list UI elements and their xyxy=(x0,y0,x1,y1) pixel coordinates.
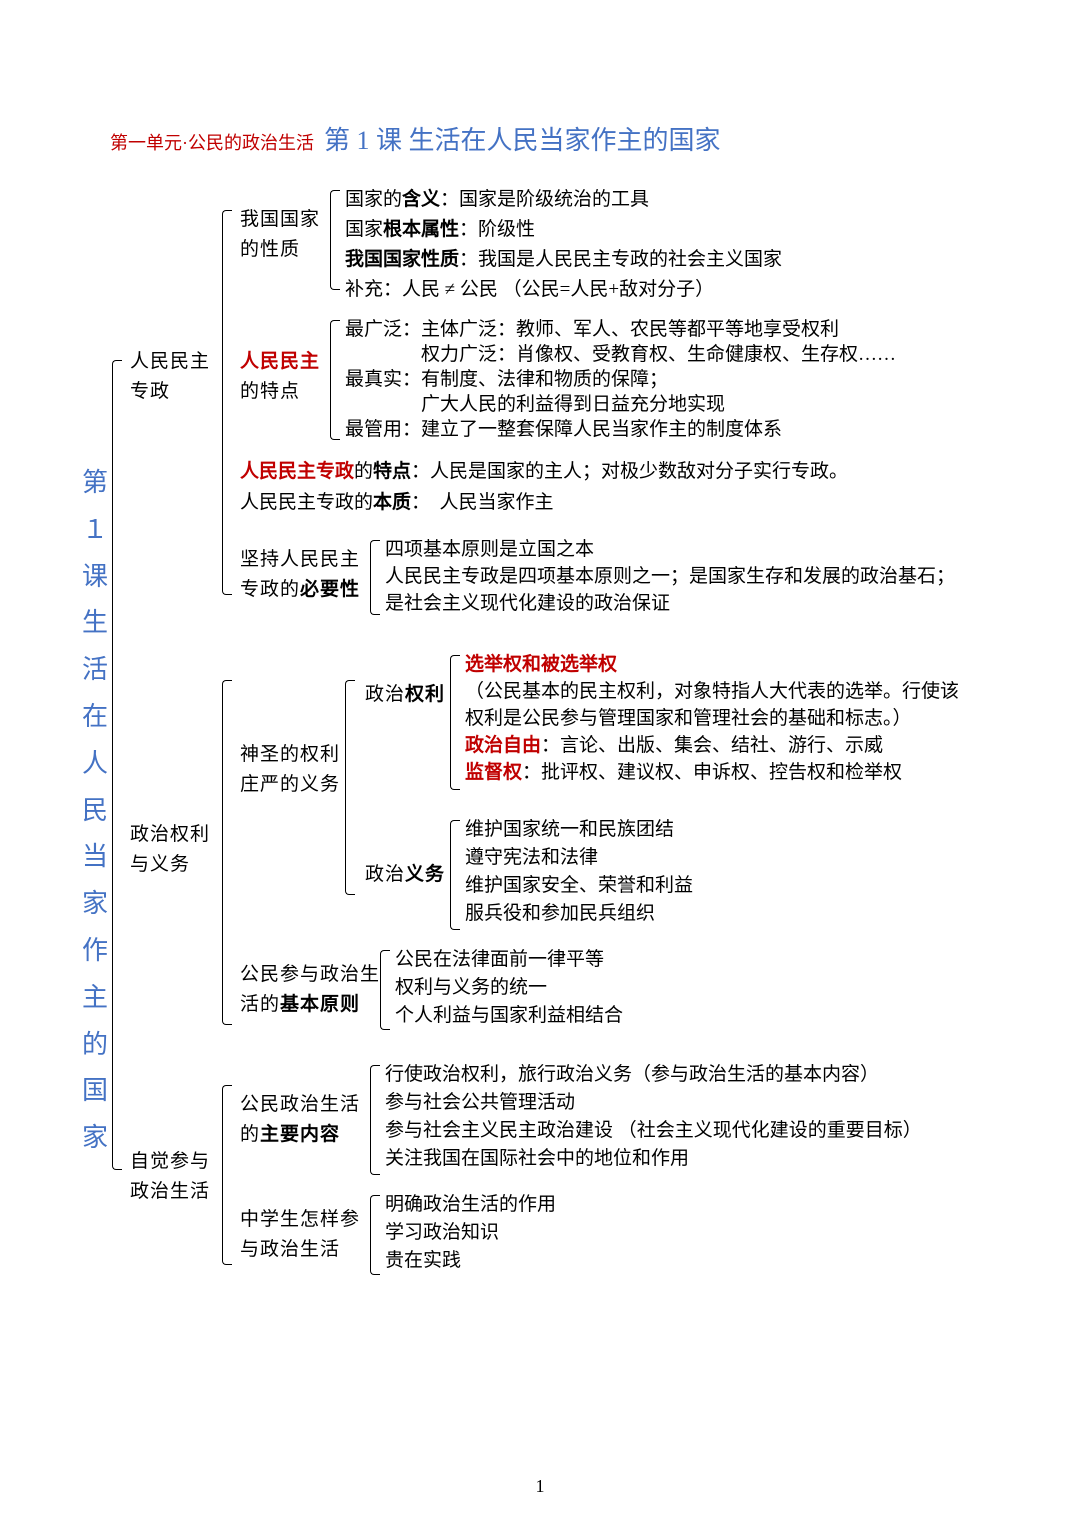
t: 义务 xyxy=(405,864,445,885)
page-title-row: 第一单元·公民的政治生活 第 1 课 生活在人民当家作主的国家 xyxy=(110,120,970,157)
t: 人民民主 xyxy=(240,351,320,372)
node-feature: 人民民主 的特点 xyxy=(240,347,320,408)
t: 政治 xyxy=(365,864,405,885)
t: 权利 xyxy=(405,684,445,705)
leaf-duty1: 维护国家统一和民族团结 xyxy=(465,815,674,844)
t: 活的 xyxy=(240,994,280,1015)
leaf-line2: 人民民主专政的本质： 人民当家作主 xyxy=(240,488,554,517)
leaf-prin3: 个人利益与国家利益相结合 xyxy=(395,1001,623,1030)
t: 人民民主专政 xyxy=(240,461,354,482)
t: 人民民主专政的 xyxy=(240,492,373,513)
leaf-right1c: 权利是公民参与管理国家和管理社会的基础和标志。） xyxy=(465,704,912,733)
leaf-cont1: 行使政治权利，旅行政治义务（参与政治生活的基本内容） xyxy=(385,1060,879,1089)
node-student: 中学生怎样参 与政治生活 xyxy=(240,1205,360,1266)
leaf-nec3: 是社会主义现代化建设的政治保证 xyxy=(385,589,670,618)
t: ：我国是人民民主专政的社会主义国家 xyxy=(459,249,782,270)
t: 根本属性 xyxy=(383,219,459,240)
page-number: 1 xyxy=(0,1476,1080,1497)
node-polduties: 政治义务 xyxy=(365,860,445,890)
t: ：人民是国家的主人；对极少数敌对分子实行专政。 xyxy=(411,461,848,482)
t: 基本原则 xyxy=(280,994,360,1015)
t: 的特点 xyxy=(240,381,300,402)
bracket-necessity xyxy=(370,540,380,615)
leaf-stu1: 明确政治生活的作用 xyxy=(385,1190,556,1219)
t: 公民政治生活 xyxy=(240,1094,360,1115)
leaf-right3: 监督权：批评权、建议权、申诉权、控告权和检举权 xyxy=(465,758,902,787)
bracket-polduties xyxy=(450,820,460,930)
t: 国家的 xyxy=(345,189,402,210)
leaf-right1b: （公民基本的民主权利，对象特指人大代表的选举。行使该 xyxy=(465,677,959,706)
unit-subtitle: 第一单元·公民的政治生活 xyxy=(110,133,314,153)
t: 特点 xyxy=(373,461,411,482)
t: 的 xyxy=(240,1124,260,1145)
leaf-stu3: 贵在实践 xyxy=(385,1246,461,1275)
node-nature: 我国国家 的性质 xyxy=(240,205,320,266)
t: 必要性 xyxy=(300,579,360,600)
leaf-prin1: 公民在法律面前一律平等 xyxy=(395,945,604,974)
t: ：阶级性 xyxy=(459,219,535,240)
node-rights: 神圣的权利 庄严的义务 xyxy=(240,740,340,801)
leaf-feat3: 最管用：建立了一整套保障人民当家作主的制度体系 xyxy=(345,415,782,444)
node-content: 公民政治生活 的主要内容 xyxy=(240,1090,360,1151)
leaf-prin2: 权利与义务的统一 xyxy=(395,973,547,1002)
bracket-content xyxy=(370,1065,380,1175)
t: 公民参与政治生 xyxy=(240,964,380,985)
node-l1-b: 政治权利 与义务 xyxy=(130,820,210,881)
leaf-duty4: 服兵役和参加民兵组织 xyxy=(465,899,655,928)
t: 监督权 xyxy=(465,762,522,783)
leaf-nec1: 四项基本原则是立国之本 xyxy=(385,535,594,564)
leaf-cont4: 关注我国在国际社会中的地位和作用 xyxy=(385,1144,689,1173)
t: 国家性质 xyxy=(383,249,459,270)
t: 坚持人民民主 xyxy=(240,549,360,570)
node-principle: 公民参与政治生 活的基本原则 xyxy=(240,960,380,1021)
bracket-principle xyxy=(380,950,390,1030)
bracket-l1b xyxy=(222,680,232,1025)
node-l1-c: 自觉参与 政治生活 xyxy=(130,1147,210,1208)
node-necessity: 坚持人民民主 专政的必要性 xyxy=(240,545,360,606)
leaf-right2: 政治自由：言论、出版、集会、结社、游行、示威 xyxy=(465,731,883,760)
leaf-cont3: 参与社会主义民主政治建设 （社会主义现代化建设的重要目标） xyxy=(385,1116,922,1145)
leaf-stu2: 学习政治知识 xyxy=(385,1218,499,1247)
leaf-right1: 选举权和被选举权 xyxy=(465,650,617,679)
bracket-nature xyxy=(330,190,340,290)
bracket-root xyxy=(112,360,122,1170)
t: ：言论、出版、集会、结社、游行、示威 xyxy=(541,735,883,756)
vertical-lesson-title: 第１课 生活在人民当家作主的国家 xyxy=(80,460,110,1162)
node-polrights: 政治权利 xyxy=(365,680,445,710)
leaf-duty3: 维护国家安全、荣誉和利益 xyxy=(465,871,693,900)
t: 专政的 xyxy=(240,579,300,600)
bracket-rights xyxy=(345,680,355,895)
t: 含义 xyxy=(402,189,440,210)
t: 的 xyxy=(354,461,373,482)
leaf-nature4: 补充：人民 ≠ 公民 （公民=人民+敌对分子） xyxy=(345,275,714,304)
t: 主要内容 xyxy=(260,1124,340,1145)
leaf-cont2: 参与社会公共管理活动 xyxy=(385,1088,575,1117)
bracket-l1c xyxy=(222,1085,232,1265)
lesson-title: 第 1 课 生活在人民当家作主的国家 xyxy=(324,126,721,155)
leaf-nature3: 我国国家性质：我国是人民民主专政的社会主义国家 xyxy=(345,245,782,274)
bracket-l1a xyxy=(222,210,232,595)
t: ：国家是阶级统治的工具 xyxy=(440,189,649,210)
leaf-nec2: 人民民主专政是四项基本原则之一；是国家生存和发展的政治基石； xyxy=(385,562,955,591)
t: 政治自由 xyxy=(465,735,541,756)
t: 政治 xyxy=(365,684,405,705)
leaf-duty2: 遵守宪法和法律 xyxy=(465,843,598,872)
bracket-polrights xyxy=(450,655,460,790)
t: 我国 xyxy=(345,249,383,270)
t: 本质 xyxy=(373,492,411,513)
bracket-feature xyxy=(330,320,340,440)
t: ：批评权、建议权、申诉权、控告权和检举权 xyxy=(522,762,902,783)
leaf-line1: 人民民主专政的特点：人民是国家的主人；对极少数敌对分子实行专政。 xyxy=(240,457,848,486)
node-l1-a: 人民民主 专政 xyxy=(130,347,210,408)
bracket-student xyxy=(370,1195,380,1275)
leaf-nature1: 国家的含义：国家是阶级统治的工具 xyxy=(345,185,649,214)
t: 国家 xyxy=(345,219,383,240)
t: 选举权和被选举权 xyxy=(465,654,617,675)
leaf-nature2: 国家根本属性：阶级性 xyxy=(345,215,535,244)
t: ： 人民当家作主 xyxy=(411,492,554,513)
